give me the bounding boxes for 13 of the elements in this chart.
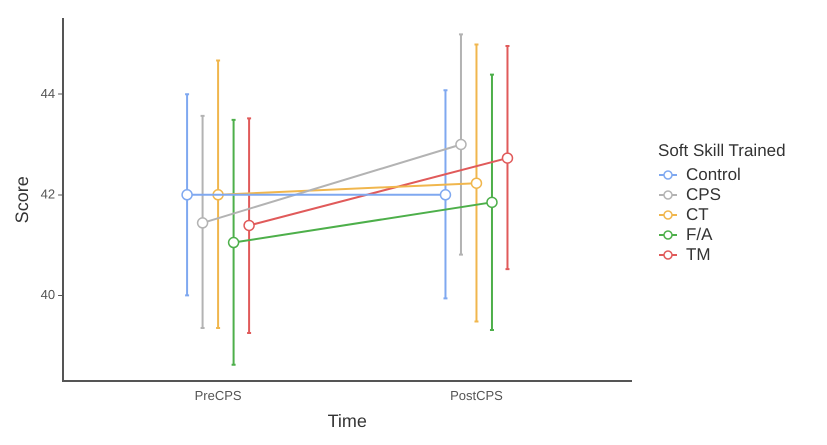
legend-label: CPS: [686, 184, 721, 204]
legend-label: F/A: [686, 224, 712, 244]
y-tick-label: 44: [40, 86, 56, 101]
x-axis-title: Time: [328, 411, 367, 432]
y-axis-title: Score: [12, 176, 32, 224]
y-tick-label: 40: [40, 286, 56, 302]
legend-label: CT: [686, 204, 709, 224]
x-tick-label: PostCPS: [450, 388, 504, 404]
x-tick-label: PreCPS: [194, 388, 242, 404]
legend-label: Control: [686, 164, 741, 184]
legend-title: Soft Skill Trained: [658, 140, 786, 160]
y-tick-label: 42: [40, 186, 56, 202]
legend-label: TM: [686, 244, 711, 264]
